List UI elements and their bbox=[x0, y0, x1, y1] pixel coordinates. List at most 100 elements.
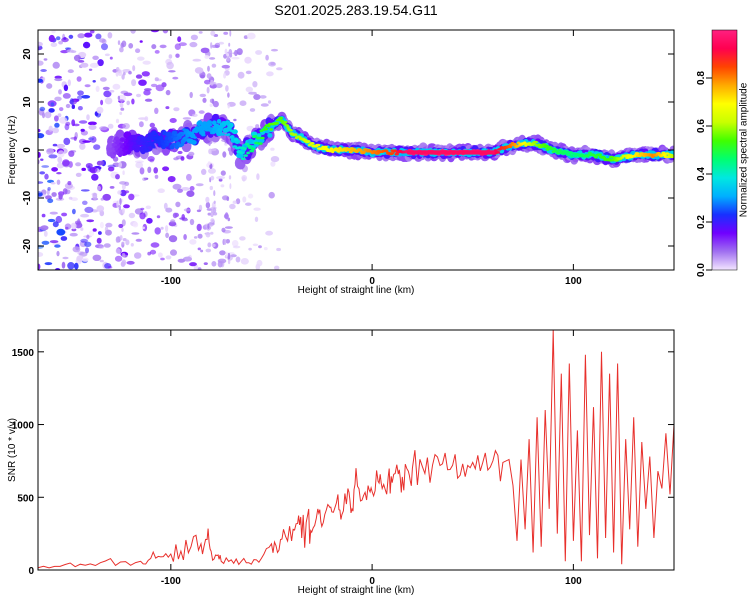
spectrogram-noise-blob bbox=[181, 214, 185, 220]
spectrogram-noise-blob bbox=[135, 238, 142, 242]
spectrogram-noise-blob bbox=[40, 158, 44, 161]
ridge-cell bbox=[670, 150, 674, 155]
spectrogram-noise-blob bbox=[54, 77, 63, 82]
x-tick-label: 100 bbox=[565, 276, 582, 287]
ridge-cell bbox=[190, 131, 195, 134]
spectrogram-noise-blob bbox=[124, 190, 130, 194]
spectrogram-ridge bbox=[106, 111, 674, 170]
spectrogram-noise-blob bbox=[121, 227, 124, 232]
spectrogram-noise-blob bbox=[167, 176, 176, 183]
ridge-cell bbox=[513, 143, 517, 146]
spectrogram-noise-blob bbox=[84, 84, 91, 88]
spectrogram-noise-blob bbox=[163, 202, 168, 210]
colorbar: 0.0 0.2 0.4 0.6 0.8 Normalized spectral ampl… bbox=[696, 29, 750, 277]
spectrogram-noise-blob bbox=[57, 156, 63, 163]
ridge-cell bbox=[223, 130, 228, 133]
spectrogram-noise-blob bbox=[189, 41, 198, 48]
spectrogram-noise-blob bbox=[223, 238, 227, 245]
spectrogram-noise-blob bbox=[165, 225, 169, 233]
spectrogram-noise-blob bbox=[77, 60, 85, 63]
spectrogram-noise-blob bbox=[107, 32, 113, 39]
spectrogram-noise-blob bbox=[208, 168, 216, 174]
spectrogram-noise-blob bbox=[229, 183, 232, 190]
spectrogram-noise-blob bbox=[228, 42, 231, 47]
spectrogram-noise-blob bbox=[103, 90, 112, 98]
spectrogram-noise-blob bbox=[66, 49, 74, 53]
spectrogram-noise-blob bbox=[192, 58, 202, 62]
spectrogram-noise-blob bbox=[206, 86, 210, 94]
spectrogram-noise-blob bbox=[197, 267, 202, 270]
spectrogram-noise-blob bbox=[43, 58, 48, 61]
x-tick-label: -100 bbox=[161, 576, 181, 587]
spectrogram-noise-blob bbox=[131, 232, 140, 235]
spectrogram-noise-blob bbox=[119, 111, 123, 115]
spectrogram-noise-blob bbox=[255, 50, 263, 55]
ridge-cell bbox=[634, 152, 640, 155]
snr-frame bbox=[37, 329, 675, 571]
spectrogram-noise-blob bbox=[122, 170, 125, 175]
spectrogram-noise-blob bbox=[170, 219, 176, 224]
spectrogram-noise-blob bbox=[175, 201, 181, 208]
ridge-cell bbox=[284, 124, 289, 127]
spectrogram-noise-blob bbox=[227, 217, 231, 222]
x-tick-label: 0 bbox=[369, 276, 375, 287]
ridge-cell bbox=[218, 131, 223, 134]
spectrogram-noise-blob bbox=[67, 69, 74, 74]
spectrogram-noise-blob bbox=[135, 74, 143, 79]
ridge-cell bbox=[278, 116, 283, 120]
spectrogram-noise-blob bbox=[100, 197, 105, 201]
ridge-cell bbox=[283, 121, 288, 124]
spectrogram-noise-blob bbox=[105, 222, 113, 228]
spectrogram-noise-blob bbox=[103, 243, 111, 248]
x-tick-label: 100 bbox=[565, 576, 582, 587]
spectrogram-noise-blob bbox=[154, 107, 159, 115]
spectrogram-noise-blob bbox=[118, 204, 122, 211]
spectrogram-noise-blob bbox=[109, 56, 113, 60]
spectrogram-noise-blob bbox=[50, 42, 58, 47]
spectrogram-noise-blob bbox=[210, 79, 214, 86]
spectrogram-noise-blob bbox=[121, 241, 125, 245]
spectrogram-noise-blob bbox=[85, 163, 93, 169]
ridge-cell bbox=[182, 128, 187, 131]
snr-plot-area bbox=[38, 330, 674, 569]
spectrogram-noise-blob bbox=[227, 259, 231, 265]
spectrogram-noise-blob bbox=[68, 34, 74, 39]
spectrogram-noise-blob bbox=[99, 221, 104, 229]
spectrogram-noise-blob bbox=[249, 108, 256, 112]
spectrogram-noise-blob bbox=[211, 98, 215, 105]
spectrogram-noise-blob bbox=[80, 227, 84, 231]
spectrogram-noise-blob bbox=[91, 173, 99, 181]
ridge-cell bbox=[250, 147, 256, 151]
spectrogram-noise-blob bbox=[215, 83, 223, 89]
spectrogram-noise-blob bbox=[189, 262, 197, 267]
spectrogram-noise-blob bbox=[51, 192, 57, 197]
spectrogram-noise-blob bbox=[186, 256, 191, 262]
spectrogram-noise-blob bbox=[229, 203, 236, 210]
spectrogram-noise-blob bbox=[86, 219, 95, 223]
spectrogram-noise-blob bbox=[146, 217, 153, 224]
ridge-cell bbox=[190, 140, 197, 145]
spectrogram-noise-blob bbox=[100, 99, 104, 106]
spectrogram-noise-blob bbox=[49, 240, 59, 244]
spectrogram-noise-blob bbox=[38, 133, 45, 139]
spectrogram-noise-blob bbox=[154, 50, 160, 54]
spectrogram-noise-blob bbox=[165, 106, 170, 110]
ridge-cell bbox=[209, 123, 213, 127]
ridge-cell bbox=[197, 128, 203, 131]
spectrogram-noise-blob bbox=[169, 118, 177, 123]
spectrogram-noise-blob bbox=[162, 166, 170, 172]
spectrogram-noise-blob bbox=[128, 212, 136, 219]
ridge-cell bbox=[246, 151, 251, 155]
spectrogram-noise-blob bbox=[225, 251, 228, 258]
spectrogram-noise-blob bbox=[223, 31, 229, 35]
spectrogram-noise-blob bbox=[186, 190, 195, 197]
spectrogram-noise bbox=[38, 30, 283, 270]
spectrogram-noise-blob bbox=[209, 57, 216, 60]
ridge-cell bbox=[212, 130, 217, 134]
spectrogram-noise-blob bbox=[67, 262, 75, 270]
spectrogram-noise-blob bbox=[54, 244, 61, 248]
spectrogram-noise-blob bbox=[56, 143, 65, 149]
spectrogram-noise-blob bbox=[154, 227, 161, 235]
spectrogram-noise-blob bbox=[126, 100, 130, 106]
spectrogram-noise-blob bbox=[126, 260, 135, 265]
